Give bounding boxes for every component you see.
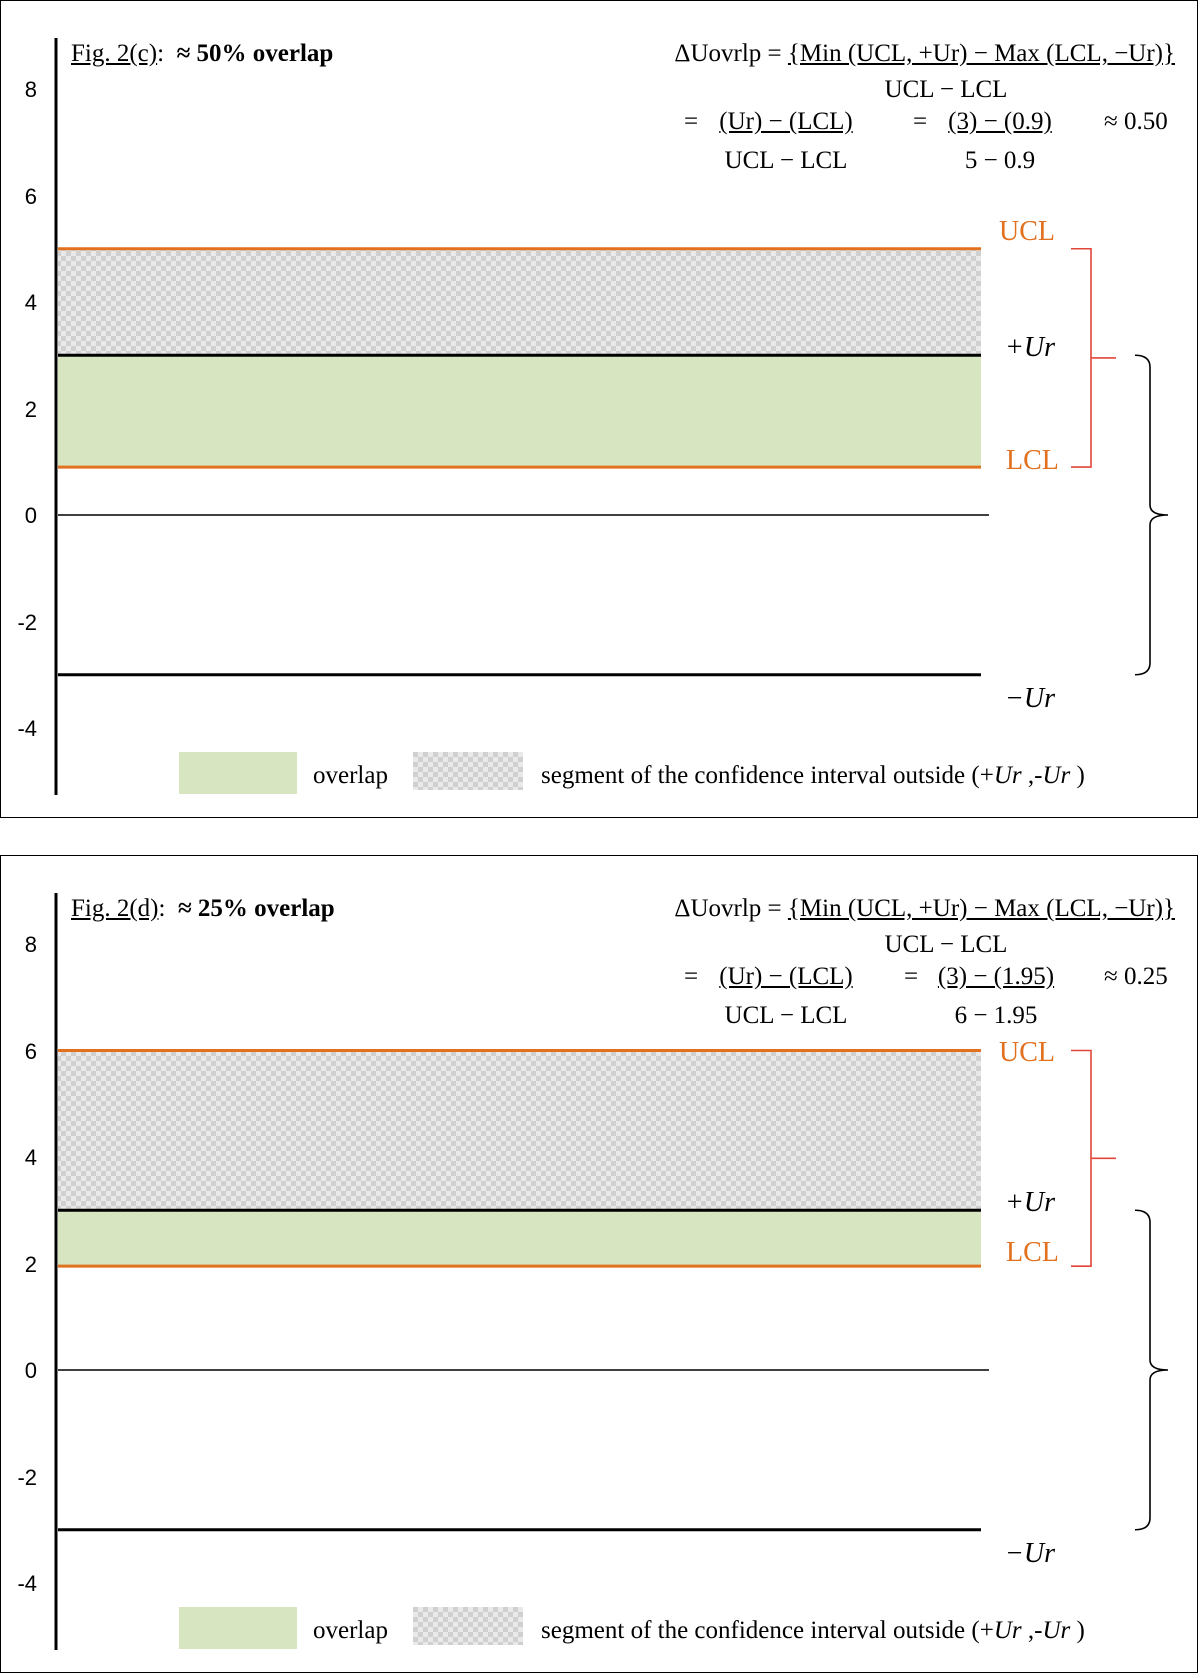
legend-outside-text-1: segment of the confidence interval outsi…	[541, 762, 994, 789]
y-tick-label: 2	[24, 1251, 37, 1277]
legend-outside-text-2: ,-	[1021, 762, 1043, 789]
plus-ur-label: +Ur	[1005, 1189, 1055, 1217]
equation-step2-numerator: (3) − (0.9)	[948, 108, 1052, 135]
legend-swatch-overlap	[179, 1607, 297, 1649]
y-tick-label: 2	[24, 396, 37, 422]
ci-bracket	[1071, 247, 1116, 468]
figure-title: Fig. 2(d): ≈ 25% overlap	[71, 896, 335, 921]
equation-step1-denominator: UCL − LCL	[724, 147, 848, 174]
legend-outside-ur-1: Ur	[993, 1617, 1022, 1644]
minus-ur-text: −Ur	[1005, 1538, 1056, 1569]
equation-step2-denominator: 5 − 0.9	[964, 147, 1036, 174]
legend-swatch-overlap	[179, 752, 297, 794]
equation-step1-numerator: (Ur) − (LCL)	[719, 108, 853, 135]
figure-label: Fig. 2(d)	[71, 895, 159, 922]
equation-numerator: {Min (UCL, +Ur) − Max (LCL, −Ur)}	[787, 40, 1175, 67]
y-tick-label: -2	[17, 609, 37, 635]
equation-result: ≈ 0.25	[1104, 963, 1168, 990]
y-tick-label: 0	[24, 1358, 37, 1383]
region-outside-ur	[58, 1050, 981, 1211]
equation-denominator: UCL − LCL	[884, 931, 1008, 958]
region-overlap	[58, 1210, 981, 1267]
ur-bracket	[1134, 354, 1169, 676]
y-tick-label: 6	[24, 183, 37, 209]
chart-title: ≈ 25% overlap	[177, 895, 335, 922]
equation-step1-eq: =	[684, 108, 699, 135]
chart-canvas-c	[54, 38, 1169, 795]
y-tick-label: -4	[17, 716, 37, 741]
equation-step2-eq: =	[913, 108, 928, 135]
ucl-label: UCL	[999, 1037, 1055, 1068]
legend-outside-ur-2: Ur	[1042, 762, 1071, 789]
plus-ur-text: +Ur	[1005, 332, 1056, 363]
legend-label-overlap: overlap	[313, 1617, 388, 1644]
equation-step2-denominator: 6 − 1.95	[954, 1002, 1038, 1029]
lcl-label: LCL	[1006, 445, 1059, 476]
y-tick-label: 4	[24, 290, 37, 315]
y-tick-label: -4	[17, 1571, 37, 1596]
legend-outside-ur-1: Ur	[993, 762, 1022, 789]
plus-ur-label: +Ur	[1005, 334, 1055, 362]
figure-label-separator: :	[158, 895, 166, 922]
equation-lhs: ΔUovrlp =	[674, 895, 788, 922]
figure-label: Fig. 2(c)	[71, 40, 158, 67]
ucl-label: UCL	[999, 216, 1055, 247]
equation-lhs: ΔUovrlp =	[674, 40, 788, 67]
equation-result: ≈ 0.50	[1104, 108, 1168, 135]
chart-panel-c: Fig. 2(c): ≈ 50% overlap ΔUovrlp = {Min …	[0, 0, 1198, 818]
legend-outside-ur-2: Ur	[1042, 1617, 1071, 1644]
legend-swatch-outside	[413, 752, 523, 790]
equation-step1-denominator: UCL − LCL	[724, 1002, 848, 1029]
legend-label-outside: segment of the confidence interval outsi…	[541, 1618, 1085, 1643]
y-tick-label: -2	[17, 1464, 37, 1490]
equation-step2-numerator: (3) − (1.95)	[937, 963, 1055, 990]
legend-outside-text-3: )	[1070, 762, 1085, 789]
minus-ur-text: −Ur	[1005, 683, 1056, 714]
legend-label-overlap: overlap	[313, 762, 388, 789]
region-overlap	[58, 355, 981, 468]
equation-line-1: ΔUovrlp = {Min (UCL, +Ur) − Max (LCL, −U…	[674, 896, 1175, 921]
legend-outside-text-3: )	[1070, 1617, 1085, 1644]
equation-denominator: UCL − LCL	[884, 76, 1008, 103]
plus-ur-text: +Ur	[1005, 1187, 1056, 1218]
chart-panel-d: Fig. 2(d): ≈ 25% overlap ΔUovrlp = {Min …	[0, 855, 1198, 1673]
equation-numerator: {Min (UCL, +Ur) − Max (LCL, −Ur)}	[787, 895, 1175, 922]
chart-canvas-d	[54, 893, 1169, 1650]
equation-step1-numerator: (Ur) − (LCL)	[719, 963, 853, 990]
y-tick-label: 0	[24, 503, 37, 528]
legend-outside-text-2: ,-	[1021, 1617, 1043, 1644]
equation-step2-eq: =	[904, 963, 919, 990]
figure-label-separator: :	[157, 40, 165, 67]
legend-outside-text-1: segment of the confidence interval outsi…	[541, 1617, 994, 1644]
equation-step1-eq: =	[684, 963, 699, 990]
chart-title: ≈ 50% overlap	[176, 40, 334, 67]
y-tick-label: 8	[24, 932, 37, 957]
ur-bracket	[1134, 1209, 1169, 1531]
y-tick-label: 6	[24, 1038, 37, 1064]
minus-ur-label: −Ur	[1005, 1540, 1055, 1568]
figure-title: Fig. 2(c): ≈ 50% overlap	[71, 41, 333, 66]
legend-label-outside: segment of the confidence interval outsi…	[541, 763, 1085, 788]
ci-bracket	[1071, 1049, 1116, 1267]
lcl-label: LCL	[1006, 1237, 1059, 1268]
minus-ur-label: −Ur	[1005, 685, 1055, 713]
y-tick-label: 4	[24, 1145, 37, 1170]
region-outside-ur	[58, 248, 981, 356]
legend-swatch-outside	[413, 1607, 523, 1645]
equation-line-1: ΔUovrlp = {Min (UCL, +Ur) − Max (LCL, −U…	[674, 41, 1175, 66]
y-tick-label: 8	[24, 77, 37, 102]
